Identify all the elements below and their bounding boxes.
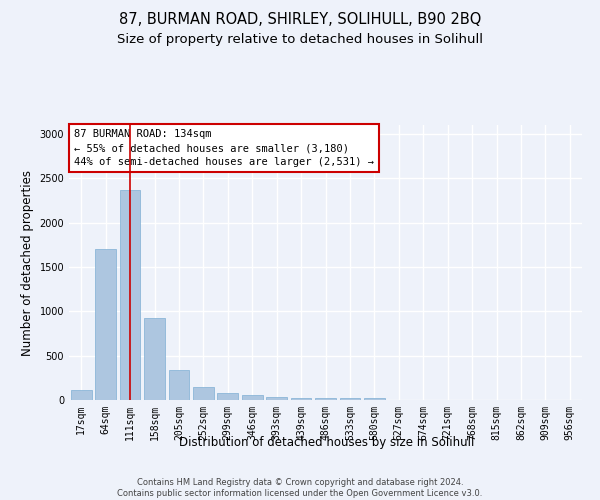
Text: Contains HM Land Registry data © Crown copyright and database right 2024.
Contai: Contains HM Land Registry data © Crown c… [118,478,482,498]
Bar [95,249,116,400]
Bar [144,318,165,400]
Bar [315,398,336,400]
Y-axis label: Number of detached properties: Number of detached properties [21,170,34,356]
Bar [217,394,238,400]
Text: Distribution of detached houses by size in Solihull: Distribution of detached houses by size … [179,436,475,449]
Bar [193,386,214,400]
Bar [266,398,287,400]
Bar [340,398,361,400]
Bar [364,398,385,400]
Bar [242,395,263,400]
Bar [71,390,92,400]
Text: Size of property relative to detached houses in Solihull: Size of property relative to detached ho… [117,32,483,46]
Bar [119,190,140,400]
Text: 87, BURMAN ROAD, SHIRLEY, SOLIHULL, B90 2BQ: 87, BURMAN ROAD, SHIRLEY, SOLIHULL, B90 … [119,12,481,28]
Bar [290,398,311,400]
Bar [169,370,190,400]
Text: 87 BURMAN ROAD: 134sqm
← 55% of detached houses are smaller (3,180)
44% of semi-: 87 BURMAN ROAD: 134sqm ← 55% of detached… [74,129,374,167]
